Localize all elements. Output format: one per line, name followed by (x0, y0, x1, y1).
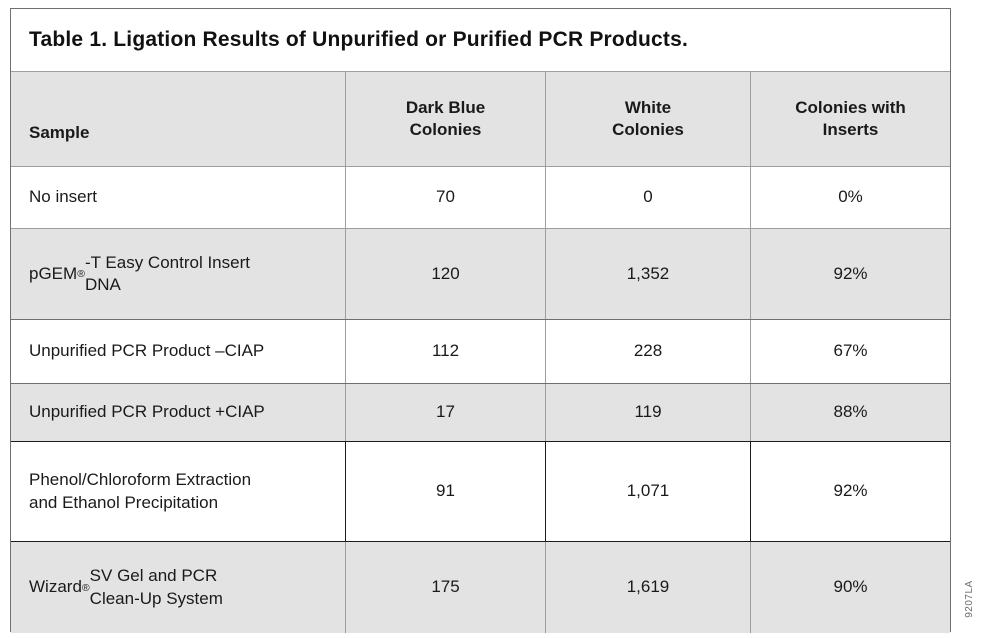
table-row-wizard-sv: Wizard ® SV Gel and PCR Clean-Up System 1… (11, 541, 950, 633)
header-colonies-with-inserts: Colonies with Inserts (750, 72, 950, 166)
cell-sample: No insert (29, 187, 98, 207)
table-row-unpurified-plus-ciap: Unpurified PCR Product +CIAP 17 119 88% (11, 383, 950, 441)
table-row-no-insert: No insert 70 0 0% (11, 166, 950, 228)
cell-white: 0 (545, 167, 750, 228)
cell-white: 1,071 (545, 442, 750, 541)
table-title: Table 1. Ligation Results of Unpurified … (29, 28, 688, 51)
results-table: Table 1. Ligation Results of Unpurified … (10, 8, 951, 633)
table-header-row: Sample Dark Blue Colonies White Colonies… (11, 71, 950, 166)
cell-white: 1,352 (545, 229, 750, 319)
cell-sample: Wizard ® SV Gel and PCR Clean-Up System (29, 566, 223, 608)
cell-inserts: 0% (750, 167, 950, 228)
cell-sample: Phenol/Chloroform Extraction and Ethanol… (29, 470, 252, 512)
cell-sample: Unpurified PCR Product –CIAP (29, 341, 265, 361)
cell-inserts: 88% (750, 384, 950, 441)
cell-white: 228 (545, 320, 750, 383)
header-sample: Sample (29, 122, 90, 142)
header-dark-blue-colonies: Dark Blue Colonies (345, 72, 545, 166)
header-white-colonies: White Colonies (545, 72, 750, 166)
cell-dark-blue: 91 (345, 442, 545, 541)
cell-white: 1,619 (545, 542, 750, 633)
cell-inserts: 67% (750, 320, 950, 383)
table-row-unpurified-minus-ciap: Unpurified PCR Product –CIAP 112 228 67% (11, 319, 950, 383)
cell-sample: Unpurified PCR Product +CIAP (29, 402, 265, 422)
cell-sample: pGEM ® -T Easy Control Insert DNA (29, 252, 250, 294)
cell-inserts: 92% (750, 442, 950, 541)
cell-inserts: 92% (750, 229, 950, 319)
table-row-phenol-chloroform: Phenol/Chloroform Extraction and Ethanol… (11, 441, 950, 541)
cell-white: 119 (545, 384, 750, 441)
figure-number-watermark: 9207LA (964, 580, 975, 618)
cell-dark-blue: 17 (345, 384, 545, 441)
table-row-pgem-control: pGEM ® -T Easy Control Insert DNA 120 1,35… (11, 228, 950, 319)
cell-inserts: 90% (750, 542, 950, 633)
cell-dark-blue: 120 (345, 229, 545, 319)
cell-dark-blue: 112 (345, 320, 545, 383)
table-title-bar: Table 1. Ligation Results of Unpurified … (11, 9, 950, 71)
cell-dark-blue: 175 (345, 542, 545, 633)
cell-dark-blue: 70 (345, 167, 545, 228)
